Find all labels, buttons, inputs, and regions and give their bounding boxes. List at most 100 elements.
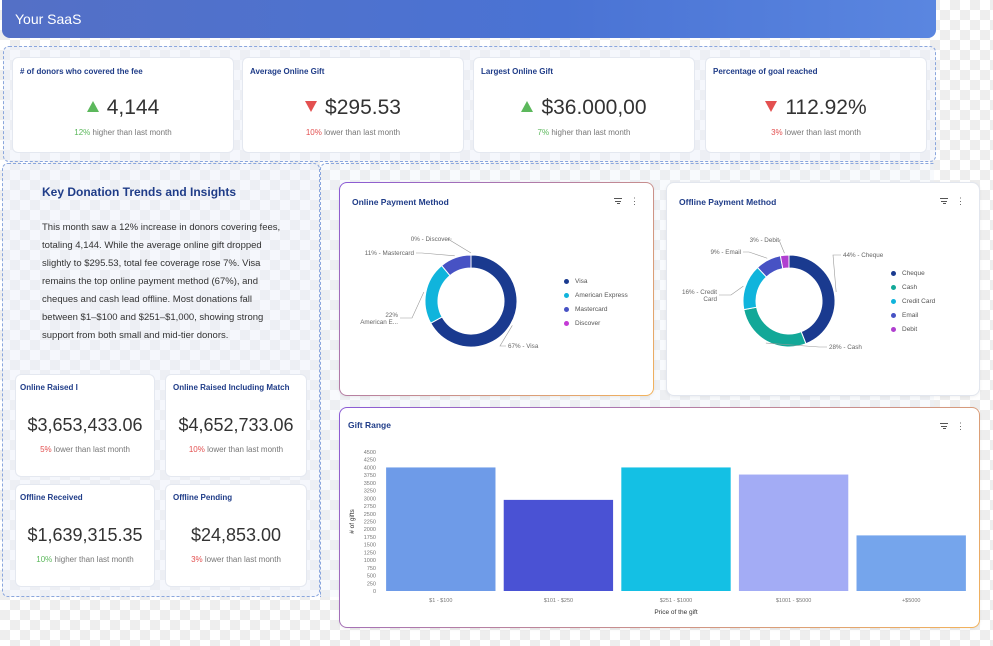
donut-slice[interactable] <box>440 254 472 277</box>
legend-label: Discover <box>575 320 601 327</box>
bar[interactable] <box>621 467 731 591</box>
donut-slice[interactable] <box>779 254 790 270</box>
y-tick-label: 4250 <box>364 458 376 464</box>
stat-title: Offline Received <box>20 493 83 502</box>
kpi-title: Average Online Gift <box>250 67 325 76</box>
stat-title: Online Raised I <box>20 383 78 392</box>
x-tick-label: $101 - $250 <box>544 598 573 604</box>
slice-label: 16% - Credit Card <box>682 289 717 303</box>
legend-label: Credit Card <box>902 298 936 305</box>
panel-title: Online Payment Method <box>352 197 449 207</box>
kpi-value: $36.000,00 <box>541 96 647 119</box>
stat-value: $24,853.00 <box>190 525 282 545</box>
stat-title: Online Raised Including Match <box>173 383 290 392</box>
bar[interactable] <box>503 499 614 591</box>
stat-value: $3,653,433.06 <box>27 415 143 435</box>
y-tick-label: 4500 <box>364 450 376 456</box>
y-tick-label: 1500 <box>364 543 376 549</box>
y-tick-label: 1750 <box>364 535 376 541</box>
y-tick-label: 0 <box>373 589 376 595</box>
y-tick-label: 3250 <box>364 489 376 495</box>
legend-dot-icon <box>891 298 896 304</box>
y-tick-label: 4000 <box>364 465 376 471</box>
stat-change-pct: 3% <box>191 555 203 564</box>
filter-icon[interactable] <box>940 423 948 429</box>
bar[interactable] <box>856 535 966 591</box>
stat-change-note: lower than last month <box>204 555 281 564</box>
insights-title: Key Donation Trends and Insights <box>42 185 237 199</box>
donut-slice[interactable] <box>424 264 451 324</box>
bar[interactable] <box>738 474 849 591</box>
x-axis-label: Price of the gift <box>654 609 698 616</box>
legend-label: Email <box>902 312 919 319</box>
legend-item[interactable]: Email <box>891 309 935 323</box>
legend-item[interactable]: Cheque <box>891 267 935 281</box>
panel-title: Gift Range <box>348 420 391 430</box>
legend-item[interactable]: Mastercard <box>564 303 628 317</box>
kpi-change-note: lower than last month <box>324 128 401 137</box>
y-tick-label: 3500 <box>364 481 376 487</box>
bar[interactable] <box>386 467 496 591</box>
y-tick-label: 250 <box>367 581 376 587</box>
online-payment-legend: Visa American Express Mastercard Discover <box>564 275 628 331</box>
donut-slice[interactable] <box>788 254 836 345</box>
kpi-card-largest-online-gift: Largest Online Gift $36.000,00 7% higher… <box>473 57 695 153</box>
legend-label: American Express <box>575 292 628 299</box>
offline-payment-donut: 44% - Cheque 28% - Cash 16% - Credit Card 9%… <box>682 237 884 351</box>
legend-label: Cash <box>902 284 918 291</box>
legend-item[interactable]: Debit <box>891 323 935 337</box>
slice-label: 3% - Debit <box>750 237 780 244</box>
stat-change-pct: 10% <box>36 555 53 564</box>
stat-change-pct: 5% <box>40 445 52 454</box>
slice-label-leader <box>719 285 744 296</box>
online-payment-panel: Online Payment Method ⋮ 67% - Visa 22% Ame… <box>339 182 654 396</box>
more-options-icon[interactable]: ⋮ <box>956 196 965 206</box>
kpi-change-note: higher than last month <box>551 128 631 137</box>
kpi-title: # of donors who covered the fee <box>20 67 143 76</box>
kpi-value: 4,144 <box>106 96 160 119</box>
slice-label-leader <box>778 239 785 254</box>
legend-label: Debit <box>902 326 918 333</box>
stat-change-note: lower than last month <box>207 445 284 454</box>
stat-change-note: higher than last month <box>54 555 134 564</box>
more-options-icon[interactable]: ⋮ <box>956 421 965 431</box>
arrow-up-icon <box>86 100 99 112</box>
more-options-icon[interactable]: ⋮ <box>630 196 639 206</box>
online-payment-donut: 67% - Visa 22% American E... 11% - Masterca… <box>360 236 539 350</box>
arrow-up-icon <box>521 100 534 112</box>
filter-icon[interactable] <box>614 198 622 204</box>
app-title: Your SaaS <box>15 11 82 27</box>
legend-item[interactable]: Discover <box>564 317 628 331</box>
legend-dot-icon <box>891 312 896 318</box>
slice-label: 0% - Discover <box>411 236 450 243</box>
x-tick-label: $1 - $100 <box>429 598 452 604</box>
legend-item[interactable]: American Express <box>564 289 628 303</box>
stat-card-online-raised: Online Raised I $3,653,433.06 5% lower t… <box>15 374 155 477</box>
donut-slice[interactable] <box>743 306 807 348</box>
legend-dot-icon <box>891 270 896 276</box>
stat-card-offline-pending: Offline Pending $24,853.00 3% lower than… <box>165 484 307 587</box>
kpi-change-pct: 10% <box>305 128 322 137</box>
stat-title: Offline Pending <box>173 493 233 502</box>
kpi-card-goal-reached: Percentage of goal reached 112.92% 3% lo… <box>705 57 927 153</box>
legend-label: Cheque <box>902 270 925 277</box>
y-tick-label: 750 <box>367 566 376 572</box>
stat-card-offline-received: Offline Received $1,639,315.35 10% highe… <box>15 484 155 587</box>
legend-item[interactable]: Credit Card <box>891 295 935 309</box>
donut-slice[interactable] <box>430 254 518 348</box>
kpi-change-pct: 7% <box>537 128 550 137</box>
legend-dot-icon <box>564 278 569 284</box>
stat-card-online-raised-match: Online Raised Including Match $4,652,733… <box>165 374 307 477</box>
offline-payment-panel: Offline Payment Method ⋮ 44% - Cheque 28%… <box>666 182 980 396</box>
legend-item[interactable]: Visa <box>564 275 628 289</box>
slice-label-leader <box>499 325 513 347</box>
filter-icon[interactable] <box>940 198 948 204</box>
y-tick-label: 2750 <box>364 504 376 510</box>
legend-item[interactable]: Cash <box>891 281 935 295</box>
legend-dot-icon <box>891 284 896 290</box>
kpi-change-pct: 12% <box>74 128 91 137</box>
kpi-change-pct: 3% <box>771 128 783 137</box>
stat-change-note: lower than last month <box>53 445 130 454</box>
x-tick-label: +$5000 <box>902 598 921 604</box>
